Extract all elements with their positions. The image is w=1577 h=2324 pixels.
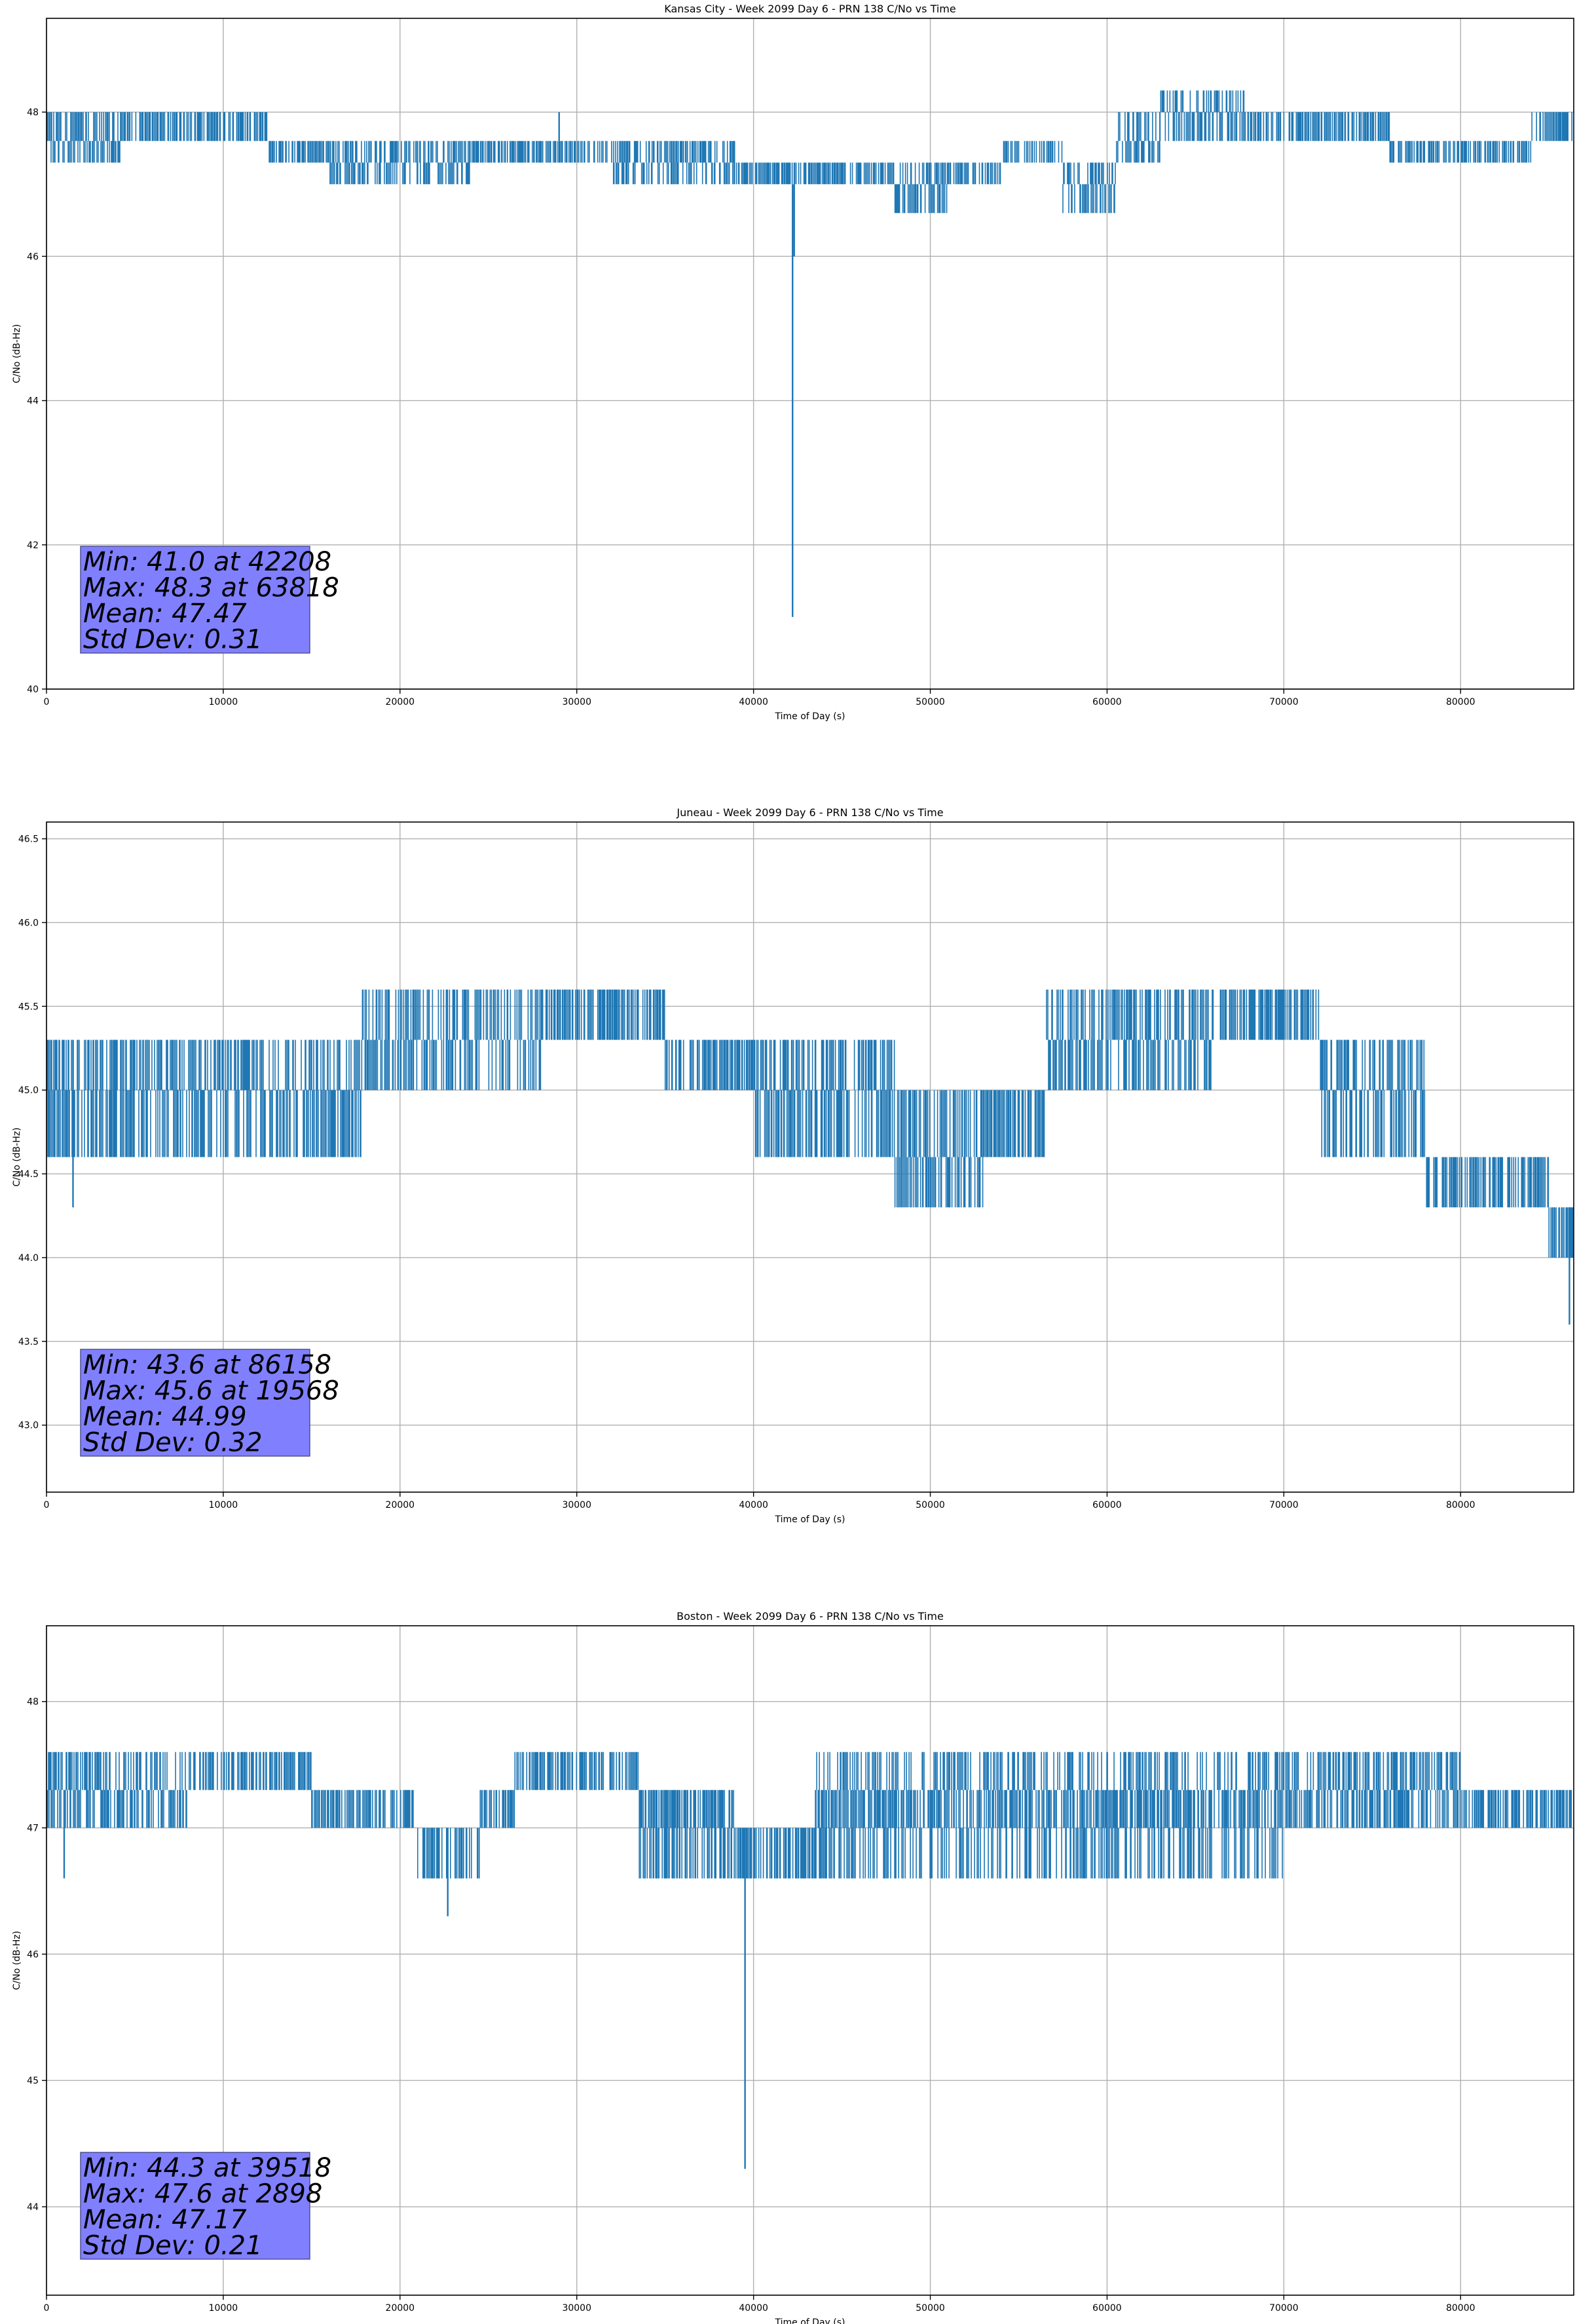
x-tick-label: 0 [44, 697, 50, 707]
y-tick-label: 43.0 [18, 1421, 39, 1431]
y-tick-label: 44.0 [18, 1253, 39, 1264]
x-tick-label: 40000 [739, 1500, 768, 1510]
stats-min: Min: 44.3 at 39518 [83, 2153, 331, 2183]
y-tick-label: 46 [27, 252, 39, 262]
chart-panel-2: 0 10000 20000 30000 40000 50000 60000 70000 8000… [12, 806, 1574, 1525]
x-tick-label: 50000 [916, 2303, 945, 2314]
stats-max: Max: 47.6 at 2898 [83, 2179, 322, 2209]
x-tick-label: 60000 [1092, 697, 1122, 707]
x-tick-label: 20000 [386, 697, 415, 707]
x-tick-label: 70000 [1269, 2303, 1299, 2314]
stats-std-dev: Std Dev: 0.31 [83, 625, 263, 655]
stats-box-background [80, 2152, 310, 2260]
chart-panel-1: 0 10000 20000 30000 40000 50000 60000 70000 8000… [12, 3, 1574, 722]
stats-mean: Mean: 44.99 [83, 1402, 247, 1432]
y-tick-label: 47 [27, 1824, 39, 1834]
x-axis-label: Time of Day (s) [775, 711, 845, 722]
x-tick-label: 40000 [739, 2303, 768, 2314]
x-tick-label: 80000 [1446, 697, 1475, 707]
y-tick-label: 46.0 [18, 918, 39, 928]
x-tick-label: 20000 [386, 1500, 415, 1510]
x-tick-label: 20000 [386, 2303, 415, 2314]
x-tick-label: 80000 [1446, 2303, 1475, 2314]
x-tick-label: 10000 [209, 697, 238, 707]
x-axis-label: Time of Day (s) [775, 2317, 845, 2324]
y-tick-label: 46 [27, 1949, 39, 1960]
y-tick-label: 44 [27, 2202, 39, 2213]
stats-box-background [80, 546, 310, 654]
chart-panel-3: 0 10000 20000 30000 40000 50000 60000 70000 8000… [12, 1610, 1574, 2324]
y-tick-label: 45.5 [18, 1002, 39, 1012]
axes-frame [46, 18, 1574, 690]
y-axis-label: C/No (dB-Hz) [12, 1931, 22, 1990]
stats-max: Max: 45.6 at 19568 [83, 1376, 339, 1406]
y-tick-label: 40 [27, 684, 39, 695]
stats-min: Min: 43.6 at 86158 [83, 1350, 331, 1380]
x-tick-label: 0 [44, 1500, 50, 1510]
stats-mean: Mean: 47.17 [83, 2205, 247, 2235]
stats-max: Max: 48.3 at 63818 [83, 573, 339, 603]
stats-std-dev: Std Dev: 0.32 [83, 1428, 263, 1458]
stats-min: Min: 41.0 at 42208 [83, 547, 331, 577]
y-axis-label: C/No (dB-Hz) [12, 324, 22, 383]
chart-title: Boston - Week 2099 Day 6 - PRN 138 C/No … [677, 1610, 944, 1622]
x-tick-label: 10000 [209, 1500, 238, 1510]
x-tick-label: 30000 [562, 1500, 591, 1510]
y-tick-label: 44.5 [18, 1169, 39, 1180]
stats-mean: Mean: 47.47 [83, 599, 247, 629]
x-tick-label: 70000 [1269, 697, 1299, 707]
y-axis-label: C/No (dB-Hz) [12, 1127, 22, 1186]
cno-trace [46, 1752, 1572, 1879]
chart-title: Juneau - Week 2099 Day 6 - PRN 138 C/No … [676, 806, 943, 819]
x-tick-label: 60000 [1092, 2303, 1122, 2314]
x-tick-label: 30000 [562, 697, 591, 707]
y-tick-label: 45.0 [18, 1085, 39, 1096]
x-tick-label: 70000 [1269, 1500, 1299, 1510]
y-tick-label: 45 [27, 2076, 39, 2086]
stats-std-dev: Std Dev: 0.21 [83, 2231, 263, 2261]
x-axis-label: Time of Day (s) [775, 1514, 845, 1525]
axes-frame [46, 1625, 1574, 2296]
cno-trace [46, 989, 1574, 1258]
y-tick-label: 42 [27, 540, 39, 551]
chart-title: Kansas City - Week 2099 Day 6 - PRN 138 … [664, 3, 955, 15]
x-tick-label: 10000 [209, 2303, 238, 2314]
stats-box-background [80, 1349, 310, 1457]
y-tick-label: 48 [27, 107, 39, 118]
x-tick-label: 30000 [562, 2303, 591, 2314]
y-tick-label: 46.5 [18, 834, 39, 845]
x-tick-label: 60000 [1092, 1500, 1122, 1510]
x-tick-label: 80000 [1446, 1500, 1475, 1510]
x-tick-label: 50000 [916, 697, 945, 707]
y-tick-label: 44 [27, 396, 39, 407]
y-tick-label: 48 [27, 1697, 39, 1708]
x-tick-label: 50000 [916, 1500, 945, 1510]
cno-trace [46, 90, 1572, 214]
x-tick-label: 0 [44, 2303, 50, 2314]
y-tick-label: 43.5 [18, 1337, 39, 1347]
x-tick-label: 40000 [739, 697, 768, 707]
axes-frame [46, 821, 1574, 1493]
